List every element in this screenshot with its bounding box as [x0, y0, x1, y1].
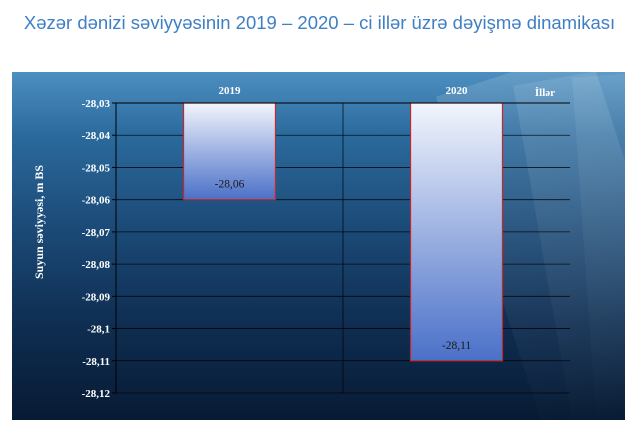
bar — [409, 102, 504, 362]
bar — [182, 102, 277, 201]
y-tick-label: -28,03 — [82, 98, 111, 110]
y-tick-label: -28,06 — [82, 195, 111, 207]
x-tick-label: 2019 — [219, 85, 242, 97]
y-tick-label: -28,1 — [87, 324, 110, 336]
x-axis-label: İllər — [535, 87, 555, 99]
chart-panel — [12, 72, 625, 420]
data-label: -28,06 — [215, 179, 245, 191]
data-label: -28,11 — [442, 340, 472, 352]
y-axis-label: Suyun səviyyəsi, m BS — [32, 165, 46, 279]
y-tick-label: -28,11 — [82, 356, 110, 368]
y-tick-label: -28,05 — [82, 162, 111, 174]
y-tick-label: -28,07 — [82, 227, 111, 239]
axes — [112, 102, 570, 394]
chart-title: Xəzər dənizi səviyyəsinin 2019 – 2020 – … — [23, 12, 616, 33]
y-tick-label: -28,12 — [82, 388, 111, 400]
y-tick-label: -28,04 — [82, 130, 111, 142]
bars — [182, 102, 504, 362]
labels: -28,03 -28,04 -28,05 -28,06 -28,07 -28,08 -28,… — [32, 85, 555, 400]
y-tick-label: -28,08 — [82, 259, 111, 271]
y-tick-label: -28,09 — [82, 291, 111, 303]
x-tick-label: 2020 — [446, 85, 469, 97]
